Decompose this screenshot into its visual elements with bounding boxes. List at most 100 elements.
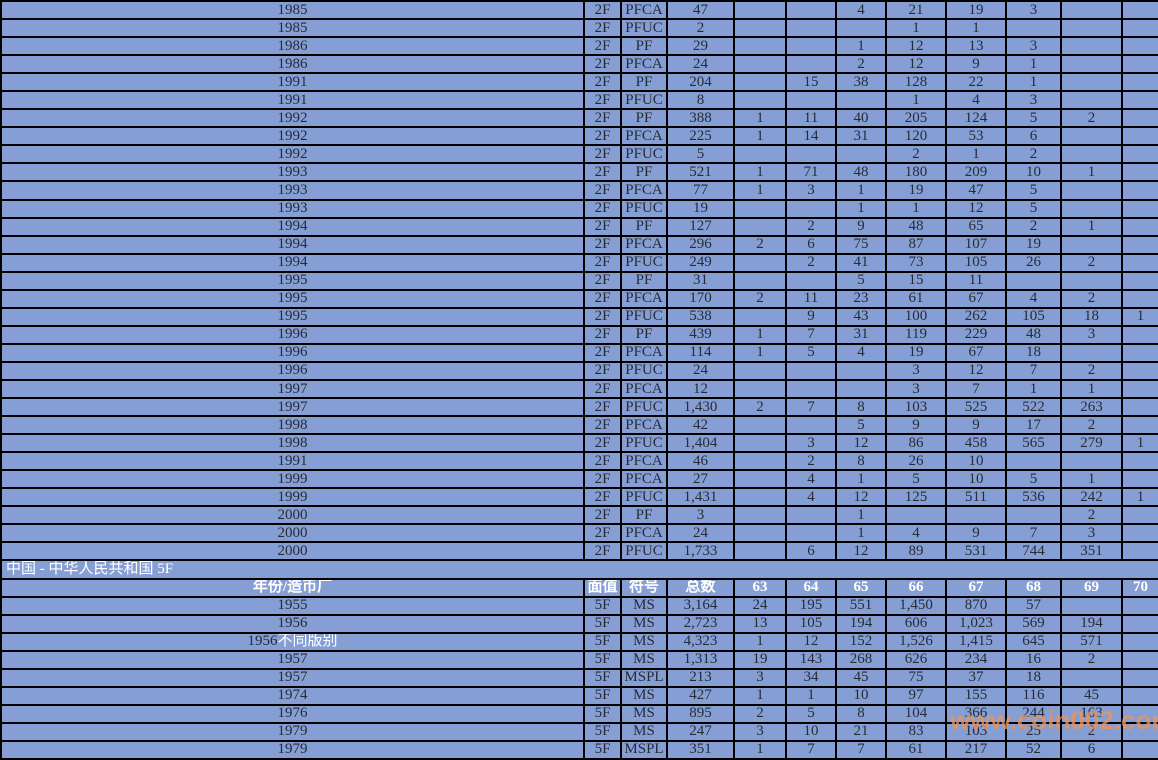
year-cell: 1991 bbox=[0, 72, 585, 93]
grade-cell bbox=[785, 360, 837, 381]
grade-cell: 3 bbox=[1005, 36, 1062, 57]
symbol-cell: PFCA bbox=[620, 126, 668, 147]
year-cell: 1994 bbox=[0, 216, 585, 237]
grade-cell: 71 bbox=[785, 162, 837, 183]
total-cell: 47 bbox=[666, 0, 735, 21]
grade-cell: 75 bbox=[835, 234, 887, 255]
total-cell: 24 bbox=[666, 54, 735, 75]
year-cell: 1993 bbox=[0, 180, 585, 201]
table-row: 1996 2F PF 439 1 7 31 119 229 48 3 bbox=[0, 324, 1158, 345]
denom-cell: 2F bbox=[583, 90, 622, 111]
symbol-cell: PFCA bbox=[620, 0, 668, 21]
year-label: 1997 bbox=[277, 380, 308, 397]
grade-cell: 9 bbox=[785, 306, 837, 327]
grade-cell: 48 bbox=[835, 162, 887, 183]
total-cell: 439 bbox=[666, 324, 735, 345]
grade-cell: 6 bbox=[1060, 739, 1123, 760]
grade-cell: 511 bbox=[945, 487, 1007, 508]
year-label: 1979 bbox=[277, 723, 308, 740]
grade-cell: 89 bbox=[885, 541, 947, 562]
grade-cell: 19 bbox=[885, 342, 947, 363]
grade-cell bbox=[1060, 451, 1123, 472]
table-row: 1999 2F PFCA 27 4 1 5 10 5 1 bbox=[0, 469, 1158, 490]
grade-cell bbox=[1121, 36, 1158, 57]
total-cell: 2,723 bbox=[666, 613, 735, 634]
grade-cell: 45 bbox=[835, 667, 887, 688]
grade-cell: 119 bbox=[885, 324, 947, 345]
grade-cell: 2 bbox=[733, 288, 787, 309]
denom-cell: 2F bbox=[583, 288, 622, 309]
table-row: 2000 2F PFUC 1,733 6 12 89 531 744 351 bbox=[0, 541, 1158, 562]
grade-cell: 525 bbox=[945, 397, 1007, 418]
header-symbol: 符号 bbox=[620, 577, 668, 598]
grade-cell: 1 bbox=[885, 90, 947, 111]
grade-cell: 6 bbox=[785, 234, 837, 255]
symbol-cell: PFCA bbox=[620, 342, 668, 363]
year-label: 1957 bbox=[277, 669, 308, 686]
year-cell: 1998 bbox=[0, 433, 585, 454]
grade-cell bbox=[785, 378, 837, 400]
grade-cell bbox=[1060, 234, 1123, 255]
grade-cell bbox=[1121, 541, 1158, 562]
grade-cell bbox=[785, 54, 837, 75]
table-row: 1986 2F PFCA 24 2 12 9 1 bbox=[0, 54, 1158, 75]
grade-cell: 3 bbox=[885, 360, 947, 381]
grade-cell bbox=[1060, 36, 1123, 57]
denom-cell: 2F bbox=[583, 18, 622, 39]
symbol-cell: PF bbox=[620, 216, 668, 237]
grade-cell: 3 bbox=[733, 667, 787, 688]
grade-cell: 1 bbox=[835, 36, 887, 57]
symbol-cell: PFUC bbox=[620, 306, 668, 327]
grade-cell: 15 bbox=[785, 72, 837, 93]
year-cell: 1993 bbox=[0, 198, 585, 219]
grade-cell: 11 bbox=[945, 270, 1007, 291]
grade-cell: 569 bbox=[1005, 613, 1062, 634]
section-5f-head: 中国 - 中华人民共和国 5F 年份/造币厂 面值 符号 总数 63 64 65… bbox=[0, 559, 1158, 598]
grade-cell: 1 bbox=[733, 108, 787, 129]
grade-cell: 2 bbox=[1005, 144, 1062, 165]
grade-cell: 2 bbox=[1060, 252, 1123, 273]
symbol-cell: PFCA bbox=[620, 288, 668, 309]
grade-cell bbox=[1005, 18, 1062, 39]
grade-cell: 48 bbox=[1005, 324, 1062, 345]
grade-cell: 3 bbox=[785, 180, 837, 201]
symbol-cell: PF bbox=[620, 36, 668, 57]
total-cell: 3,164 bbox=[666, 595, 735, 616]
grade-cell bbox=[1121, 54, 1158, 75]
year-cell: 1994 bbox=[0, 234, 585, 255]
grade-cell bbox=[785, 270, 837, 291]
symbol-cell: MS bbox=[620, 703, 668, 724]
total-cell: 521 bbox=[666, 162, 735, 183]
grade-cell: 21 bbox=[835, 721, 887, 742]
grade-cell: 606 bbox=[885, 613, 947, 634]
grade-cell: 2 bbox=[733, 234, 787, 255]
grade-cell: 870 bbox=[945, 595, 1007, 616]
grade-cell: 531 bbox=[945, 541, 1007, 562]
grade-cell: 4 bbox=[945, 90, 1007, 111]
table-row: 1994 2F PFCA 296 2 6 75 87 107 19 bbox=[0, 234, 1158, 255]
grade-cell bbox=[733, 541, 787, 562]
grade-cell bbox=[835, 360, 887, 381]
grade-cell: 2 bbox=[785, 216, 837, 237]
total-cell: 895 bbox=[666, 703, 735, 724]
year-cell: 1996 bbox=[0, 324, 585, 345]
symbol-cell: PFCA bbox=[620, 469, 668, 490]
grade-cell: 26 bbox=[885, 451, 947, 472]
grade-cell: 97 bbox=[885, 685, 947, 706]
grade-cell: 2 bbox=[1060, 288, 1123, 309]
symbol-cell: MSPL bbox=[620, 667, 668, 688]
grade-cell: 10 bbox=[785, 721, 837, 742]
grade-cell: 4 bbox=[785, 487, 837, 508]
grade-cell: 86 bbox=[885, 433, 947, 454]
year-label: 1996 bbox=[277, 326, 308, 343]
year-cell: 1985 bbox=[0, 0, 585, 21]
grade-cell: 1,415 bbox=[945, 631, 1007, 652]
table-row: 1991 2F PF 204 15 38 128 22 1 bbox=[0, 72, 1158, 93]
grade-cell bbox=[785, 36, 837, 57]
year-cell: 1991 bbox=[0, 90, 585, 111]
grade-cell bbox=[733, 469, 787, 490]
grade-cell bbox=[733, 378, 787, 400]
year-cell: 1998 bbox=[0, 415, 585, 436]
year-cell: 1992 bbox=[0, 126, 585, 147]
symbol-cell: PF bbox=[620, 72, 668, 93]
